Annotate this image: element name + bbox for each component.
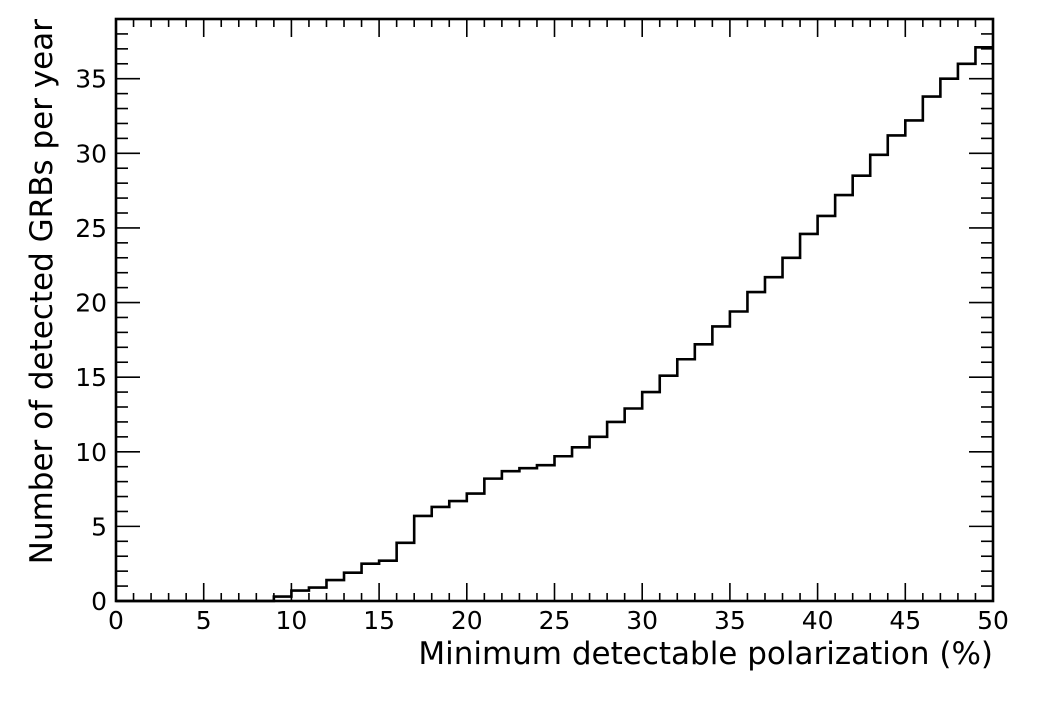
plot-frame	[114, 17, 995, 603]
y-tick-label: 25	[75, 214, 107, 243]
minor-ticks	[116, 18, 993, 601]
x-tick-label: 45	[889, 606, 921, 635]
x-tick-label: 0	[108, 606, 124, 635]
y-tick-label: 30	[75, 139, 107, 168]
y-tick-labels: 0 5 10 15 20 25 30 35	[75, 65, 107, 616]
x-axis-title: Minimum detectable polarization (%)	[418, 636, 993, 672]
x-tick-label: 25	[539, 606, 571, 635]
x-tick-label: 35	[714, 606, 746, 635]
y-tick-label: 0	[91, 587, 107, 616]
major-ticks	[115, 19, 994, 602]
x-tick-label: 50	[977, 606, 1009, 635]
x-tick-label: 30	[626, 606, 658, 635]
y-tick-label: 20	[75, 289, 107, 318]
x-tick-labels: 0 5 10 15 20 25 30 35 40 45 50	[108, 606, 1009, 635]
x-tick-label: 10	[275, 606, 307, 635]
y-tick-label: 35	[75, 65, 107, 94]
y-tick-label: 10	[75, 438, 107, 467]
series-step-line	[116, 46, 993, 603]
y-tick-label: 5	[91, 512, 107, 541]
x-tick-label: 15	[363, 606, 395, 635]
x-tick-label: 5	[196, 606, 212, 635]
x-tick-label: 40	[802, 606, 834, 635]
y-axis-title: Number of detected GRBs per year	[24, 19, 60, 564]
x-tick-label: 20	[451, 606, 483, 635]
y-tick-label: 15	[75, 363, 107, 392]
